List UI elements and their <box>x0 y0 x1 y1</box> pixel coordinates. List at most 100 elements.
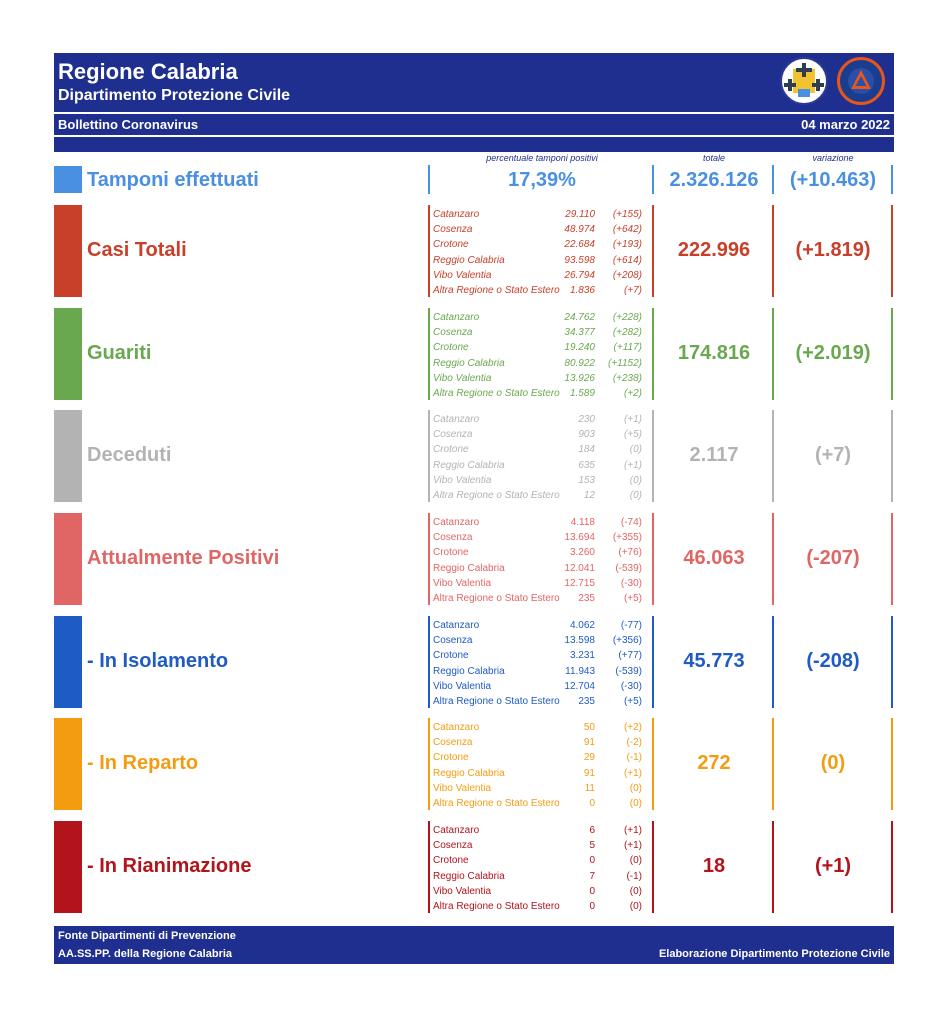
province-row: Crotone 3.231 (+77) <box>433 648 651 663</box>
province-value: 13.926 <box>564 372 595 384</box>
province-row: Vibo Valentia 11 (0) <box>433 781 651 796</box>
section-total: 222.996 <box>677 239 751 261</box>
province-name: Altra Regione o Stato Estero <box>433 797 560 809</box>
province-row: Altra Regione o Stato Estero 1.589 (+2) <box>433 386 651 401</box>
province-breakdown: Catanzaro 4.118 (-74) Cosenza 13.694 (+355) Cr… <box>433 515 651 606</box>
province-value: 635 <box>578 459 595 471</box>
section-divider <box>772 821 774 913</box>
province-delta: (0) <box>629 474 642 486</box>
section-total: 18 <box>702 855 726 877</box>
section-variation: (+2.019) <box>795 342 871 364</box>
province-delta: (+2) <box>623 722 642 733</box>
section-label: Attualmente Positivi <box>87 547 280 569</box>
province-name: Crotone <box>433 752 469 764</box>
section-label: Casi Totali <box>87 239 187 261</box>
section-divider <box>891 513 893 605</box>
province-name: Catanzaro <box>433 517 480 528</box>
section-variation: (-207) <box>806 547 860 569</box>
province-value: 93.598 <box>564 254 595 266</box>
bulletin-date: 04 marzo 2022 <box>801 117 890 132</box>
section-divider <box>891 308 893 400</box>
province-row: Cosenza 13.694 (+355) <box>433 530 651 545</box>
province-name: Vibo Valentia <box>433 269 492 281</box>
section-divider <box>772 308 774 400</box>
section-attualmente-positivi: Attualmente Positivi Catanzaro 4.118 (-74) C… <box>0 513 933 605</box>
province-delta: (0) <box>629 489 642 501</box>
section-label: Guariti <box>87 342 152 364</box>
section-casi-totali: Casi Totali Catanzaro 29.110 (+155) Cosenza 4… <box>0 205 933 297</box>
province-row: Vibo Valentia 13.926 (+238) <box>433 371 651 386</box>
province-value: 4.118 <box>570 517 595 528</box>
province-delta: (+5) <box>623 592 642 604</box>
section-divider <box>772 718 774 810</box>
province-value: 80.922 <box>564 357 595 369</box>
province-row: Crotone 19.240 (+117) <box>433 340 651 355</box>
province-delta: (+7) <box>623 284 642 296</box>
section-label: - In Reparto <box>87 752 199 774</box>
total-header: totale <box>702 153 726 163</box>
province-delta: (0) <box>629 797 642 809</box>
section-divider <box>652 513 654 605</box>
province-row: Crotone 22.684 (+193) <box>433 237 651 252</box>
section-total: 46.063 <box>683 547 745 569</box>
section-isolamento: - In Isolamento Catanzaro 4.062 (-77) Cosenz… <box>0 616 933 708</box>
section-color-bar <box>54 410 82 502</box>
section-divider <box>428 821 430 913</box>
province-value: 19.240 <box>564 342 595 354</box>
province-row: Vibo Valentia 26.794 (+208) <box>433 268 651 283</box>
section-rianimazione: - In Rianimazione Catanzaro 6 (+1) Cosenza 5 (… <box>0 821 933 913</box>
province-name: Reggio Calabria <box>433 357 505 369</box>
province-delta: (+228) <box>612 312 642 323</box>
province-delta: (-539) <box>615 665 642 677</box>
province-row: Reggio Calabria 11.943 (-539) <box>433 664 651 679</box>
province-name: Vibo Valentia <box>433 372 492 384</box>
province-row: Reggio Calabria 93.598 (+614) <box>433 253 651 268</box>
province-name: Cosenza <box>433 224 473 236</box>
province-name: Cosenza <box>433 737 473 749</box>
province-row: Cosenza 48.974 (+642) <box>433 222 651 237</box>
province-value: 153 <box>578 474 595 486</box>
province-delta: (0) <box>629 855 642 867</box>
section-divider <box>652 821 654 913</box>
tamponi-color-square <box>54 166 82 193</box>
province-delta: (+1) <box>623 840 642 852</box>
province-delta: (+193) <box>612 239 642 251</box>
province-name: Reggio Calabria <box>433 562 505 574</box>
province-value: 0 <box>589 797 595 809</box>
province-row: Vibo Valentia 12.715 (-30) <box>433 576 651 591</box>
province-row: Crotone 3.260 (+76) <box>433 545 651 560</box>
province-name: Catanzaro <box>433 722 480 733</box>
province-row: Catanzaro 50 (+2) <box>433 720 651 735</box>
province-value: 12.715 <box>564 577 595 589</box>
section-divider <box>652 308 654 400</box>
percent-positive-header: percentuale tamponi positivi <box>486 153 598 163</box>
province-value: 91 <box>583 737 595 749</box>
province-row: Catanzaro 4.062 (-77) <box>433 618 651 633</box>
province-delta: (-2) <box>626 737 642 749</box>
province-row: Altra Regione o Stato Estero 1.836 (+7) <box>433 283 651 298</box>
header-banner: Regione Calabria Dipartimento Protezione… <box>54 53 894 112</box>
province-row: Cosenza 91 (-2) <box>433 735 651 750</box>
province-breakdown: Catanzaro 24.762 (+228) Cosenza 34.377 (+282)… <box>433 310 651 401</box>
province-name: Crotone <box>433 342 469 354</box>
section-total: 45.773 <box>683 650 745 672</box>
province-value: 29 <box>583 752 595 764</box>
section-color-bar <box>54 616 82 708</box>
province-row: Cosenza 13.598 (+356) <box>433 633 651 648</box>
region-crest-icon <box>780 57 828 105</box>
province-row: Vibo Valentia 12.704 (-30) <box>433 679 651 694</box>
section-divider <box>652 718 654 810</box>
tamponi-label: Tamponi effettuati <box>87 169 259 191</box>
province-delta: (+1) <box>623 825 642 836</box>
section-divider <box>891 718 893 810</box>
section-variation: (+7) <box>814 444 852 466</box>
section-variation: (0) <box>820 752 846 774</box>
bulletin-title: Bollettino Coronavirus <box>58 117 199 132</box>
province-value: 903 <box>578 429 595 441</box>
province-name: Altra Regione o Stato Estero <box>433 592 560 604</box>
section-color-bar <box>54 308 82 400</box>
province-value: 235 <box>578 592 595 604</box>
province-row: Cosenza 5 (+1) <box>433 838 651 853</box>
province-row: Vibo Valentia 153 (0) <box>433 473 651 488</box>
province-delta: (0) <box>629 900 642 912</box>
